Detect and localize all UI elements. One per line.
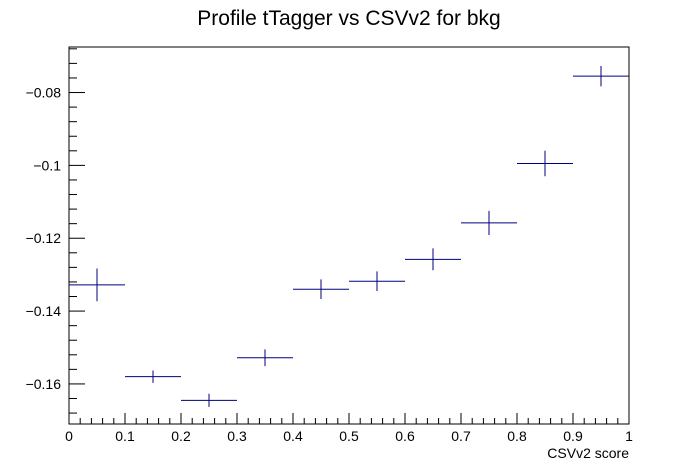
data-series [69, 65, 629, 407]
y-tick-label: −0.16 [26, 376, 62, 392]
x-tick-label: 0.6 [395, 428, 415, 444]
y-tick-label: −0.12 [26, 230, 62, 246]
x-tick-label: 1 [625, 428, 633, 444]
data-point [349, 271, 405, 292]
x-tick-label: 0.3 [227, 428, 247, 444]
data-point [69, 268, 125, 302]
data-point [405, 248, 461, 271]
data-point [517, 150, 573, 177]
x-tick-label: 0.4 [283, 428, 303, 444]
x-tick-label: 0.8 [507, 428, 527, 444]
x-tick-label: 0.1 [115, 428, 135, 444]
y-tick-label: −0.14 [26, 303, 62, 319]
data-point [461, 210, 517, 235]
data-point [125, 370, 181, 383]
data-point [293, 279, 349, 300]
data-point [237, 349, 293, 367]
x-tick-label: 0.5 [339, 428, 359, 444]
x-axis-ticks [68, 413, 630, 424]
y-axis-tick-labels: −0.16 −0.14 −0.12 −0.1 −0.08 [26, 85, 62, 392]
y-tick-label: −0.08 [26, 85, 62, 101]
x-tick-label: 0 [65, 428, 73, 444]
y-tick-label: −0.1 [33, 157, 61, 173]
x-tick-label: 0.2 [171, 428, 191, 444]
x-axis-title: CSVv2 score [547, 445, 629, 461]
chart-title: Profile tTagger vs CSVv2 for bkg [197, 7, 500, 30]
data-point [181, 393, 237, 407]
x-axis-tick-labels: 0 0.1 0.2 0.3 0.4 0.5 0.6 0.7 0.8 0.9 1 [65, 428, 633, 444]
x-tick-label: 0.9 [563, 428, 583, 444]
data-point [573, 65, 629, 87]
y-axis-ticks [69, 48, 85, 414]
x-tick-label: 0.7 [451, 428, 471, 444]
